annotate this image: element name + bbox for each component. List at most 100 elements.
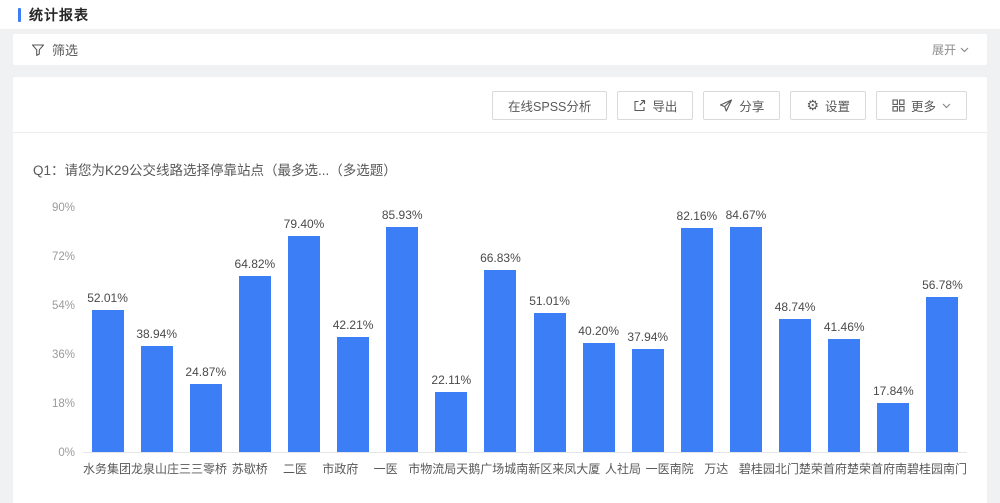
bar[interactable] [631,348,664,452]
more-label: 更多 [910,100,936,114]
bar-value-label: 52.01% [87,291,128,306]
gear-icon: ⚙ [806,97,819,114]
settings-label: 设置 [824,100,850,114]
x-category-label: 楚荣首府 [798,462,847,476]
x-category-label: 楚荣首府南 [846,462,907,476]
top-title-bar: 统计报表 [0,0,1000,30]
bar-slot: 82.16% [672,208,721,452]
title-accent-bar [18,7,21,22]
bar-value-label: 56.78% [922,278,963,293]
chart-plot-bars: 52.01% 38.94% 24.87% 64.82% 79.40% 42.21% 85.9… [83,208,967,453]
bar[interactable] [729,227,762,452]
spss-analysis-button[interactable]: 在线SPSS分析 [492,91,608,120]
bar-value-label: 82.16% [676,209,718,224]
bar[interactable] [484,270,517,452]
y-tick-label: 54% [51,300,75,312]
bar-chart: 0% 18% 36% 54% 72% 90% 52.01% 38.94% 24.87% 64.8… [33,202,967,503]
page-title: 统计报表 [29,6,89,23]
bar-value-label: 24.87% [185,365,227,380]
bar[interactable] [533,313,566,452]
bar[interactable] [287,235,320,452]
y-tick-label: 0% [58,447,75,459]
report-toolbar: 在线SPSS分析 导出 分享 ⚙ 设置 更多 [13,77,987,133]
bar-slot: 85.93% [378,208,427,452]
bar[interactable] [926,297,959,452]
export-label: 导出 [652,100,678,114]
filter-label: 筛选 [52,43,79,58]
bar-slot: 64.82% [230,208,279,452]
x-category-label: 碧桂园北门 [738,462,799,476]
bar-value-label: 42.21% [332,318,374,333]
x-category-label: 城南新区 [504,462,553,476]
chevron-down-icon [960,47,969,53]
share-label: 分享 [739,100,765,114]
bar[interactable] [91,310,124,452]
bar[interactable] [337,337,370,452]
x-category-label: 三三零桥 [179,462,228,476]
bar-value-label: 85.93% [381,208,423,222]
x-category-label: 碧桂园南门 [906,462,967,476]
bar-slot: 51.01% [525,208,574,452]
x-category-label: 来凤大厦 [552,462,601,476]
funnel-icon [31,43,45,57]
report-panel: 在线SPSS分析 导出 分享 ⚙ 设置 更多 [13,77,987,503]
bar-slot: 56.78% [918,208,967,452]
bar[interactable] [386,227,419,452]
y-tick-label: 72% [51,251,75,263]
x-category-label: 一医 [373,462,398,476]
bar[interactable] [779,319,812,452]
bar[interactable] [828,339,861,452]
bar[interactable] [877,403,910,452]
chart-x-axis: 水务集团 龙泉山庄 三三零桥 苏歇桥 二医 市政府 一医 市物流局 天鹅广场 城南新区 来凤大厦 人社… [83,460,967,477]
bar-value-label: 64.82% [234,256,276,271]
chart-y-axis: 0% 18% 36% 54% 72% 90% [33,202,75,459]
grid-icon [892,99,905,112]
export-icon [633,99,646,112]
question-row: Q1：请您为K29公交线路选择停靠站点（最多选...（多选题） [13,133,987,180]
bar-slot: 40.20% [574,208,623,452]
settings-button[interactable]: ⚙ 设置 [790,91,866,120]
bar[interactable] [680,228,713,452]
filter-bar: 筛选 展开 [13,34,987,65]
x-category-label: 水务集团 [83,462,132,476]
bar-slot: 42.21% [329,208,378,452]
more-button[interactable]: 更多 [875,91,967,120]
y-tick-label: 36% [51,349,75,361]
bar-value-label: 22.11% [431,372,472,387]
bar[interactable] [189,384,222,452]
export-button[interactable]: 导出 [617,91,694,120]
expand-button[interactable]: 展开 [932,41,969,58]
bar-slot: 79.40% [279,208,328,452]
x-category-label: 二医 [282,462,307,476]
bar-value-label: 48.74% [774,300,816,315]
bar-slot: 84.67% [721,208,770,452]
x-category-label: 一医南院 [645,462,694,476]
bar-value-label: 79.40% [283,216,325,231]
bar-slot: 66.83% [476,208,525,452]
bar-slot: 52.01% [83,208,132,452]
y-tick-label: 90% [51,202,75,214]
share-button[interactable]: 分享 [703,91,781,120]
bar[interactable] [435,391,468,452]
expand-label: 展开 [931,43,956,57]
bar[interactable] [140,346,173,452]
bar-slot: 48.74% [771,208,820,452]
x-category-label: 市物流局 [408,462,457,476]
bar[interactable] [582,342,615,452]
bar-value-label: 66.83% [480,251,521,266]
x-category-label: 苏歇桥 [231,462,268,476]
share-icon [719,99,733,112]
bar-slot: 41.46% [820,208,869,452]
bar-slot: 22.11% [427,208,476,452]
filter-toggle[interactable]: 筛选 [31,40,78,59]
bar[interactable] [238,275,271,452]
bar-slot: 17.84% [869,208,918,452]
x-category-label: 龙泉山庄 [131,462,180,476]
chevron-down-icon [942,103,951,109]
x-category-label: 天鹅广场 [456,462,505,476]
question-title: Q1：请您为K29公交线路选择停靠站点（最多选...（多选题） [33,163,397,178]
x-category-label: 万达 [704,462,729,476]
bar-value-label: 37.94% [627,329,669,344]
x-category-label: 市政府 [322,462,359,476]
x-category-label: 人社局 [604,462,641,476]
